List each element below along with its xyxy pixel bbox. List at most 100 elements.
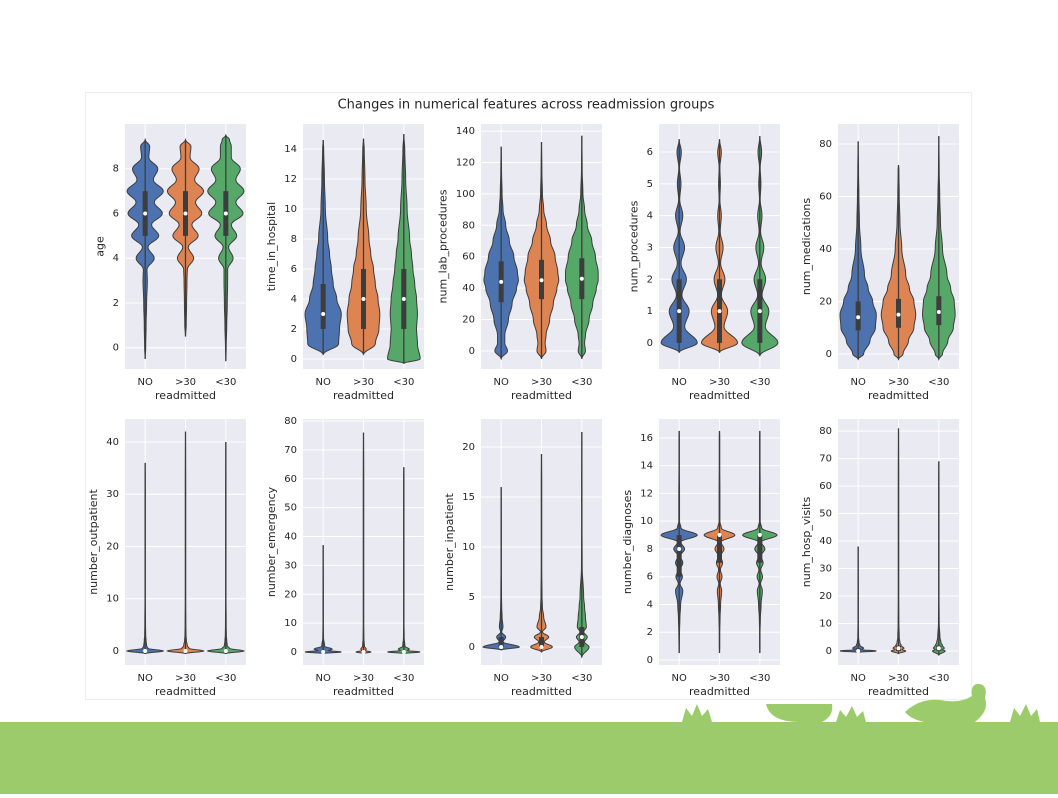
- y-tick-label: 30: [819, 564, 832, 575]
- x-tick-label: >30: [175, 673, 196, 684]
- x-tick-label: NO: [137, 377, 152, 388]
- y-tick-label: 14: [284, 144, 297, 155]
- y-tick-label: 6: [113, 208, 119, 219]
- x-tick-label: >30: [888, 377, 909, 388]
- y-tick-label: 30: [284, 560, 297, 571]
- median: [718, 533, 722, 537]
- y-tick-label: 50: [284, 503, 297, 514]
- iqr-box: [677, 535, 682, 577]
- y-tick-label: 4: [113, 253, 119, 264]
- median: [184, 649, 188, 653]
- y-tick-label: 40: [462, 283, 475, 294]
- y-tick-label: 40: [819, 244, 832, 255]
- y-tick-label: 0: [291, 647, 297, 658]
- y-tick-label: 6: [647, 147, 653, 158]
- x-tick-label: >30: [531, 377, 552, 388]
- y-tick-label: 0: [291, 354, 297, 365]
- x-axis-label: readmitted: [868, 685, 929, 698]
- median: [362, 650, 366, 654]
- x-axis-label: readmitted: [155, 389, 216, 402]
- x-tick-label: NO: [493, 673, 508, 684]
- x-tick-label: NO: [315, 377, 330, 388]
- y-axis-label: number_inpatient: [443, 493, 456, 591]
- y-tick-label: 10: [819, 618, 832, 629]
- median: [856, 315, 860, 319]
- y-tick-label: 4: [647, 599, 653, 610]
- median: [402, 650, 406, 654]
- median: [758, 309, 762, 313]
- y-tick-label: 6: [647, 572, 653, 583]
- x-tick-label: <30: [215, 377, 236, 388]
- y-tick-label: 100: [456, 189, 475, 200]
- x-axis-label: readmitted: [511, 389, 572, 402]
- x-tick-label: <30: [928, 377, 949, 388]
- median: [937, 646, 941, 650]
- y-tick-label: 120: [456, 157, 475, 168]
- x-tick-label: >30: [175, 377, 196, 388]
- y-tick-label: 0: [113, 343, 119, 354]
- y-tick-label: 2: [291, 324, 297, 335]
- y-tick-label: 1: [647, 306, 653, 317]
- y-tick-label: 70: [284, 445, 297, 456]
- y-axis-label: age: [94, 236, 107, 257]
- y-tick-label: 20: [462, 442, 475, 453]
- figure-title: Changes in numerical features across rea…: [338, 98, 715, 113]
- y-tick-label: 6: [291, 264, 297, 275]
- x-tick-label: NO: [493, 377, 508, 388]
- x-tick-label: NO: [850, 377, 865, 388]
- y-axis-label: number_diagnoses: [621, 490, 634, 594]
- y-axis-label: number_outpatient: [87, 489, 100, 595]
- y-tick-label: 10: [462, 542, 475, 553]
- y-axis-label: num_hosp_visits: [800, 497, 813, 588]
- median: [758, 533, 762, 537]
- y-tick-label: 20: [106, 541, 119, 552]
- x-tick-label: NO: [137, 673, 152, 684]
- median: [143, 211, 147, 215]
- y-tick-label: 140: [456, 126, 475, 137]
- median: [897, 646, 901, 650]
- x-tick-label: <30: [928, 673, 949, 684]
- median: [580, 277, 584, 281]
- y-tick-label: 15: [462, 492, 475, 503]
- y-tick-label: 16: [640, 433, 653, 444]
- y-tick-label: 8: [291, 234, 297, 245]
- median: [718, 309, 722, 313]
- y-tick-label: 2: [647, 627, 653, 638]
- x-axis-label: readmitted: [333, 389, 394, 402]
- y-tick-label: 70: [819, 454, 832, 465]
- x-axis-label: readmitted: [511, 685, 572, 698]
- y-tick-label: 20: [462, 315, 475, 326]
- y-tick-label: 4: [647, 211, 653, 222]
- median: [540, 278, 544, 282]
- median: [224, 649, 228, 653]
- x-axis-label: readmitted: [689, 685, 750, 698]
- y-axis-label: num_lab_procedures: [437, 189, 450, 303]
- iqr-box: [717, 535, 722, 563]
- y-tick-label: 3: [647, 242, 653, 253]
- y-tick-label: 0: [113, 646, 119, 657]
- y-tick-label: 20: [819, 297, 832, 308]
- median: [856, 649, 860, 653]
- median: [321, 650, 325, 654]
- median: [499, 645, 503, 649]
- y-tick-label: 0: [647, 338, 653, 349]
- y-tick-label: 12: [640, 488, 653, 499]
- x-axis-label: readmitted: [868, 389, 929, 402]
- y-tick-label: 0: [826, 349, 832, 360]
- median: [362, 297, 366, 301]
- median: [321, 312, 325, 316]
- median: [580, 635, 584, 639]
- y-tick-label: 50: [819, 509, 832, 520]
- x-tick-label: <30: [571, 673, 592, 684]
- y-axis-label: time_in_hospital: [265, 202, 278, 291]
- y-axis-label: number_emergency: [265, 486, 278, 597]
- y-tick-label: 8: [647, 544, 653, 555]
- y-tick-label: 80: [819, 426, 832, 437]
- x-tick-label: <30: [571, 377, 592, 388]
- x-tick-label: <30: [749, 377, 770, 388]
- median: [499, 280, 503, 284]
- x-axis-label: readmitted: [689, 389, 750, 402]
- x-tick-label: >30: [709, 673, 730, 684]
